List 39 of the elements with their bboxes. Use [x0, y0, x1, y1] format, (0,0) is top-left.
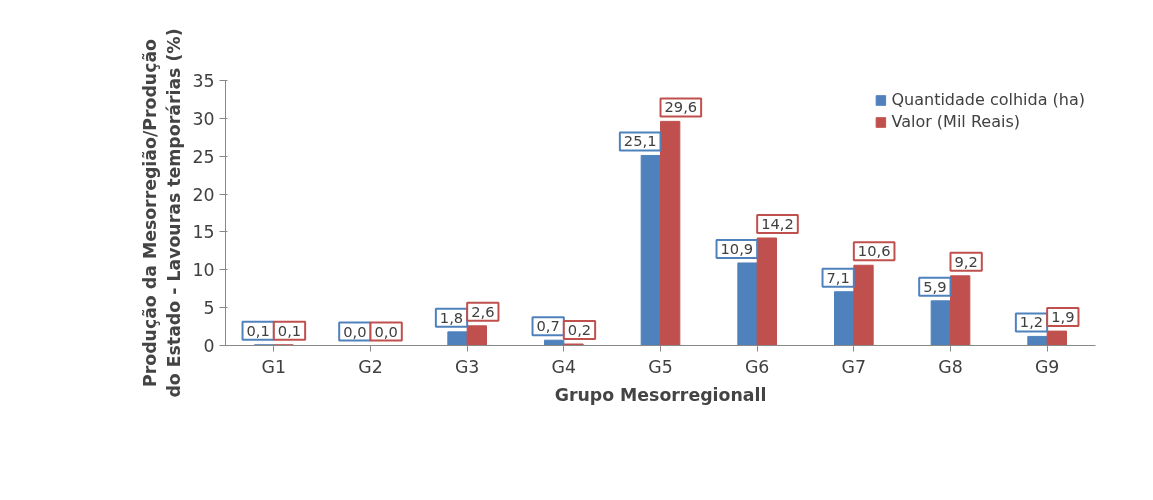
data-label: 0,1	[277, 321, 302, 339]
data-label: 7,1	[826, 268, 850, 286]
x-tick-label: G6	[744, 356, 770, 377]
data-label: 10,9	[720, 239, 754, 257]
data-label: 25,1	[623, 132, 657, 150]
data-label: 10,6	[857, 242, 891, 260]
data-label: 14,2	[761, 214, 794, 232]
data-label: 1,8	[439, 308, 464, 326]
data-label: 2,6	[471, 302, 495, 320]
y-axis-title: Produção da Mesorregião/Produção do Estado - Lavouras temporárias (%)	[140, 28, 185, 398]
data-label: 1,2	[1019, 313, 1044, 331]
y-tick-label: 35	[192, 71, 215, 91]
data-label: 0,1	[246, 321, 270, 339]
data-label: 0,2	[567, 320, 592, 338]
y-tick-label: 15	[192, 222, 215, 243]
data-label: 29,6	[664, 98, 698, 116]
y-tick-label: 10	[192, 260, 215, 281]
data-label: 5,9	[923, 277, 947, 295]
data-label: 0,0	[374, 322, 398, 340]
y-tick-label: 20	[192, 184, 215, 205]
data-label: 0,0	[343, 322, 367, 340]
data-label: 1,9	[1051, 308, 1075, 326]
x-tick-label: G5	[648, 356, 673, 377]
x-tick-label: G7	[841, 356, 867, 377]
x-axis-title: Grupo Mesorregionall	[554, 384, 767, 405]
x-tick-label: G8	[938, 356, 963, 377]
legend-label: Quantidade colhida (ha)	[891, 90, 1085, 109]
x-tick-label: G4	[551, 356, 577, 377]
x-tick-label: G9	[1034, 356, 1060, 377]
y-tick-label: 25	[192, 146, 215, 167]
y-tick-label: 0	[203, 336, 215, 356]
x-tick-label: G1	[261, 356, 287, 377]
x-tick-label: G2	[358, 356, 383, 377]
legend-label: Valor (Mil Reais)	[891, 112, 1020, 131]
data-label: 0,7	[536, 317, 560, 335]
x-tick-label: G3	[454, 356, 480, 377]
y-tick-label: 30	[192, 108, 215, 129]
data-label: 9,2	[954, 252, 978, 270]
y-tick-label: 5	[203, 298, 215, 319]
